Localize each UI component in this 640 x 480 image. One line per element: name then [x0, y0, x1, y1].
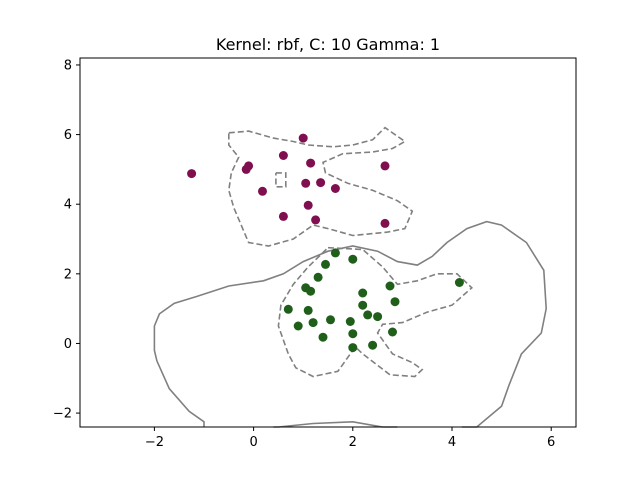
y-tick-label: −2: [53, 407, 72, 422]
points-layer: [187, 133, 464, 353]
data-point-series-1: [358, 300, 368, 310]
y-tick-label: 6: [64, 128, 72, 143]
chart-title: Kernel: rbf, C: 10 Gamma: 1: [216, 35, 440, 54]
data-point-series-0: [380, 218, 390, 228]
margin-layer: [227, 126, 473, 378]
data-point-series-1: [318, 332, 328, 342]
data-point-series-1: [388, 327, 397, 337]
data-point-series-1: [363, 310, 373, 320]
y-tick-label: 8: [64, 58, 72, 73]
x-tick-label: −2: [145, 435, 164, 450]
data-point-series-1: [306, 286, 316, 296]
data-point-series-1: [293, 321, 303, 331]
plot-frame: [79, 57, 577, 428]
data-point-series-0: [303, 200, 313, 210]
data-point-series-1: [358, 288, 368, 298]
data-point-series-0: [241, 164, 251, 174]
margin-contour-1: [275, 172, 287, 188]
y-tick-label: 0: [64, 337, 72, 352]
y-tick-label: 2: [64, 267, 72, 282]
data-point-series-1: [368, 340, 378, 350]
data-point-series-1: [321, 259, 330, 269]
data-point-series-0: [301, 178, 311, 188]
decision-boundary-0: [153, 220, 548, 428]
data-point-series-1: [348, 343, 358, 353]
data-point-series-0: [278, 211, 288, 221]
data-point-series-1: [454, 278, 464, 287]
y-tick-label: 4: [64, 198, 72, 213]
data-point-series-1: [303, 305, 313, 315]
data-point-series-1: [348, 329, 358, 339]
x-tick-label: 2: [349, 435, 357, 450]
data-point-series-1: [373, 312, 383, 322]
data-point-series-1: [283, 304, 293, 314]
y-axis-ticks: −2 0 2 4 6 8: [53, 58, 80, 422]
data-point-series-0: [330, 184, 340, 193]
data-point-series-1: [345, 317, 355, 326]
data-point-series-0: [258, 186, 267, 196]
x-tick-label: 4: [448, 435, 456, 450]
margin-contour-2: [277, 246, 473, 378]
data-point-series-0: [187, 169, 197, 179]
x-axis-ticks: −2 0 2 4 6: [145, 427, 555, 450]
data-point-series-0: [380, 161, 390, 171]
data-point-series-1: [308, 318, 318, 328]
data-point-series-1: [313, 272, 323, 282]
plot-area: [80, 58, 576, 427]
data-point-series-1: [348, 254, 358, 264]
x-tick-label: 6: [547, 435, 555, 450]
data-point-series-1: [330, 248, 340, 258]
data-point-series-0: [311, 215, 321, 225]
data-point-series-0: [298, 133, 308, 143]
data-point-series-1: [385, 281, 395, 291]
data-point-series-0: [306, 158, 316, 168]
data-point-series-0: [316, 178, 326, 188]
data-point-series-0: [278, 151, 288, 160]
data-point-series-1: [390, 297, 400, 307]
data-point-series-1: [326, 315, 335, 325]
x-tick-label: 0: [249, 435, 257, 450]
